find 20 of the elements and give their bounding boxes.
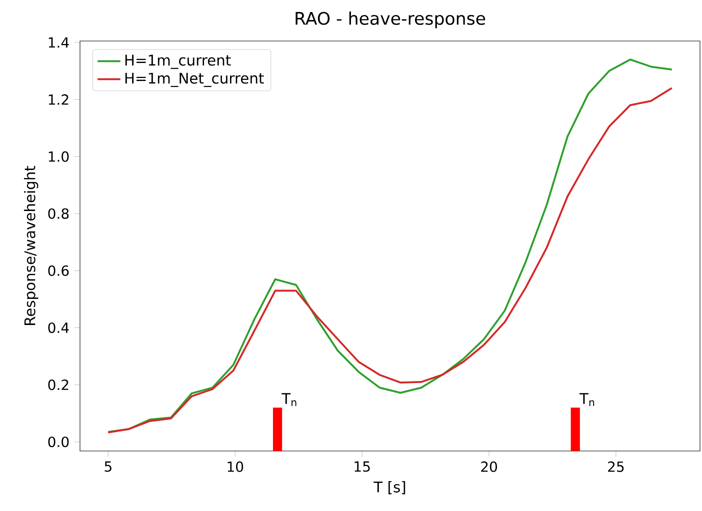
- x-tick-label: 15: [354, 461, 370, 472]
- annotation: T$_{n}$: [579, 393, 594, 406]
- y-tick-label: 0.2: [48, 380, 68, 390]
- y-tick-label: 0.8: [48, 208, 69, 219]
- chart-title: RAO - heave-response: [296, 12, 486, 28]
- y-tick-label: 0.0: [48, 436, 69, 448]
- x-tick-label: 5: [104, 461, 112, 472]
- legend-label: H=1m_current: [125, 54, 231, 69]
- y-axis-title: Response/waveheight: [24, 166, 38, 325]
- y-tick-label: 0.6: [48, 265, 69, 276]
- y-tick-label: 1.0: [48, 151, 69, 162]
- x-axis-title: T [s]: [374, 481, 406, 494]
- y-tick-label: 0.4: [48, 322, 69, 334]
- x-tick-label: 10: [228, 461, 244, 472]
- legend-label: H=1m_Net_current: [125, 72, 264, 87]
- y-tick-label: 1.2: [48, 94, 68, 105]
- x-tick-label: 20: [481, 461, 497, 472]
- y-tick-label: 1.4: [48, 37, 69, 48]
- annotation: T$_{n}$: [282, 393, 296, 406]
- x-tick-label: 25: [608, 461, 624, 472]
